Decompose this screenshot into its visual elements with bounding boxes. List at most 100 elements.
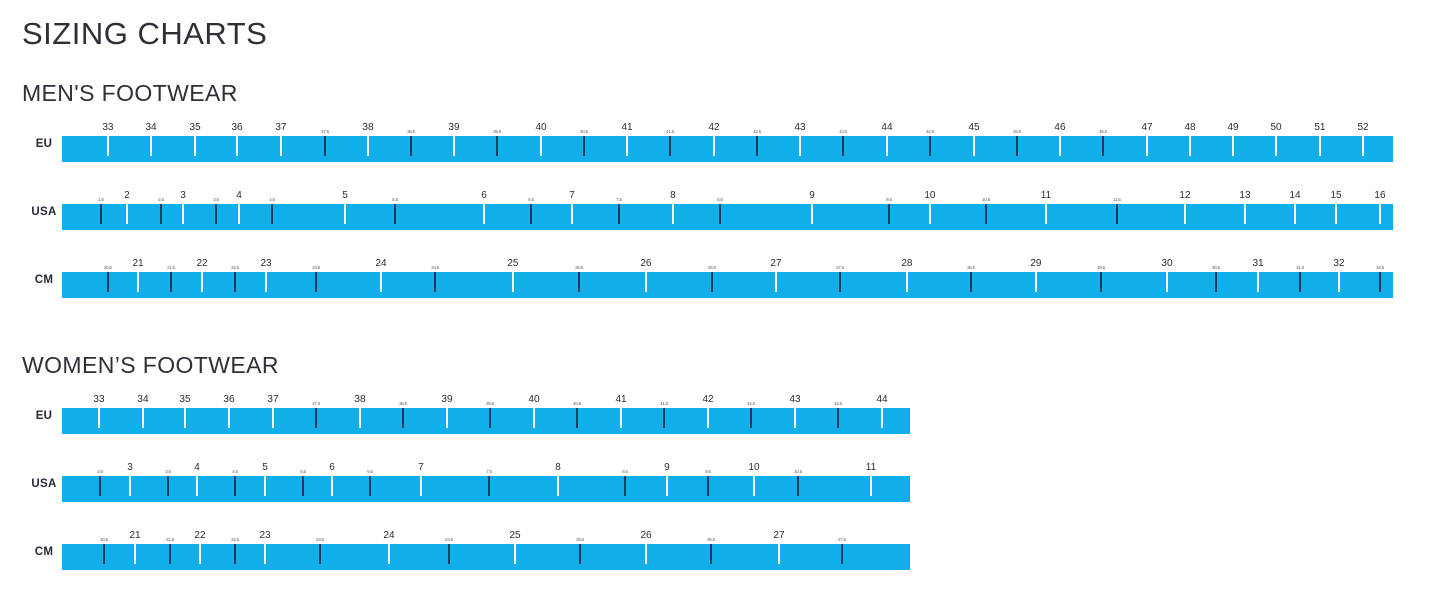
tick-label: 31 [1252,258,1264,269]
tick-label: 44.5 [926,129,934,134]
tick-minor [840,544,843,564]
tick-label: 28.5 [967,265,975,270]
section-title-womens: WOMEN’S FOOTWEAR [22,352,279,378]
tick-label: 29 [1030,258,1042,269]
tick-major [869,476,872,496]
tick-label: 8 [670,190,676,201]
tick-minor [233,476,236,496]
scale-bar-wrap: 33 34 35 36 37 37.5 38 38.5 39 39.5 40 40.5 41 41.5 42… [62,394,910,438]
tick-label: 37 [267,394,279,405]
tick-minor [401,408,404,428]
tick-major [387,544,390,564]
tick-major [452,136,455,156]
tick-label: 52 [1357,122,1369,133]
tick-label: 30.5 [1212,265,1220,270]
tick-major [279,136,282,156]
tick-major [198,544,201,564]
tick-minor [1099,272,1102,292]
tick-label: 27.5 [836,265,844,270]
tick-label: 30 [1161,258,1173,269]
tick-label: 38.5 [407,129,415,134]
tick-major [271,408,274,428]
tick-major [129,476,131,496]
tick-minor [233,544,236,564]
tick-label: 49 [1227,122,1239,133]
tick-label: 16 [1374,190,1386,201]
tick-label: 5 [262,462,268,473]
tick-label: 4.5 [269,197,275,202]
scale-bar-wrap: 20.5 21 21.5 22 22.5 23 23.5 24 24.5 25 25.5 26 26.5… [62,530,910,574]
tick-minor [577,272,580,292]
tick-label: 9.5 [705,469,711,474]
tick-label: 23.5 [312,265,320,270]
scale-row-mens-eu: EU 33 34 35 36 37 37.5 38 38.5 39 39.5 40 40.5 41 41.5… [22,122,1415,166]
tick-label: 4 [194,462,200,473]
tick-major [928,204,931,224]
tick-label: 24 [383,530,395,541]
tick-major [419,476,422,496]
tick-label: 21 [129,530,141,541]
tick-major [1183,204,1186,224]
tick-label: 41 [621,122,633,133]
tick-major [881,408,884,428]
tick-minor [718,204,721,224]
tick-minor [583,136,586,156]
scale-bar [62,408,910,434]
tick-major [1335,204,1338,224]
tick-major [799,136,802,156]
page-title: SIZING CHARTS [22,16,268,51]
tick-label: 42.5 [753,129,761,134]
tick-minor [487,476,490,496]
tick-label: 32 [1333,258,1345,269]
tick-label: 36 [231,122,243,133]
tick-label: 24.5 [431,265,439,270]
tick-major [106,136,109,156]
tick-label: 45 [968,122,980,133]
tick-minor [167,476,169,496]
tick-label: 9.5 [886,197,892,202]
tick-label: 7.5 [486,469,492,474]
tick-label: 38 [362,122,374,133]
tick-label: 3.5 [213,197,219,202]
scale-bar-wrap: 1.5 2 2.5 3 3.5 4 4.5 5 5.5 6 6.5 7 7.5 8 8.5 9 9.5 10 10.… [62,190,1393,234]
tick-minor [102,544,105,564]
tick-major [752,476,755,496]
tick-label: 41.5 [660,401,668,406]
tick-major [1232,136,1234,156]
tick-label: 39.5 [486,401,494,406]
tick-minor [623,476,626,496]
scale-row-label: CM [34,546,54,558]
tick-major [196,476,198,496]
tick-label: 11 [865,462,877,473]
tick-label: 35 [189,122,201,133]
tick-label: 22.5 [231,537,239,542]
tick-major [1146,136,1149,156]
tick-major [366,136,369,156]
tick-major [1045,204,1047,224]
tick-label: 46 [1054,122,1066,133]
tick-major [97,408,100,428]
tick-minor [984,204,987,224]
tick-label: 45.5 [1013,129,1021,134]
tick-minor [106,272,109,292]
tick-label: 40 [535,122,547,133]
tick-major [644,272,647,292]
tick-major [713,136,716,156]
tick-label: 34 [145,122,157,133]
tick-major [483,204,486,224]
tick-label: 23 [259,530,271,541]
scale-row-mens-cm: CM 20.5 21 21.5 22 22.5 23 23.5 24 24.5 25 25.5 26 26… [22,258,1415,302]
tick-label: 6.5 [528,197,534,202]
tick-minor [324,136,326,156]
tick-label: 26.5 [707,537,715,542]
tick-minor [169,544,172,564]
scale-bar-wrap: 20.5 21 21.5 22 22.5 23 23.5 24 24.5 25 25.5 26 26.5… [62,258,1393,302]
tick-minor [314,408,317,428]
tick-label: 38 [354,394,366,405]
tick-label: 33 [93,394,105,405]
tick-minor [1214,272,1217,292]
tick-major [540,136,543,156]
tick-minor [495,136,498,156]
tick-label: 38.5 [399,401,407,406]
